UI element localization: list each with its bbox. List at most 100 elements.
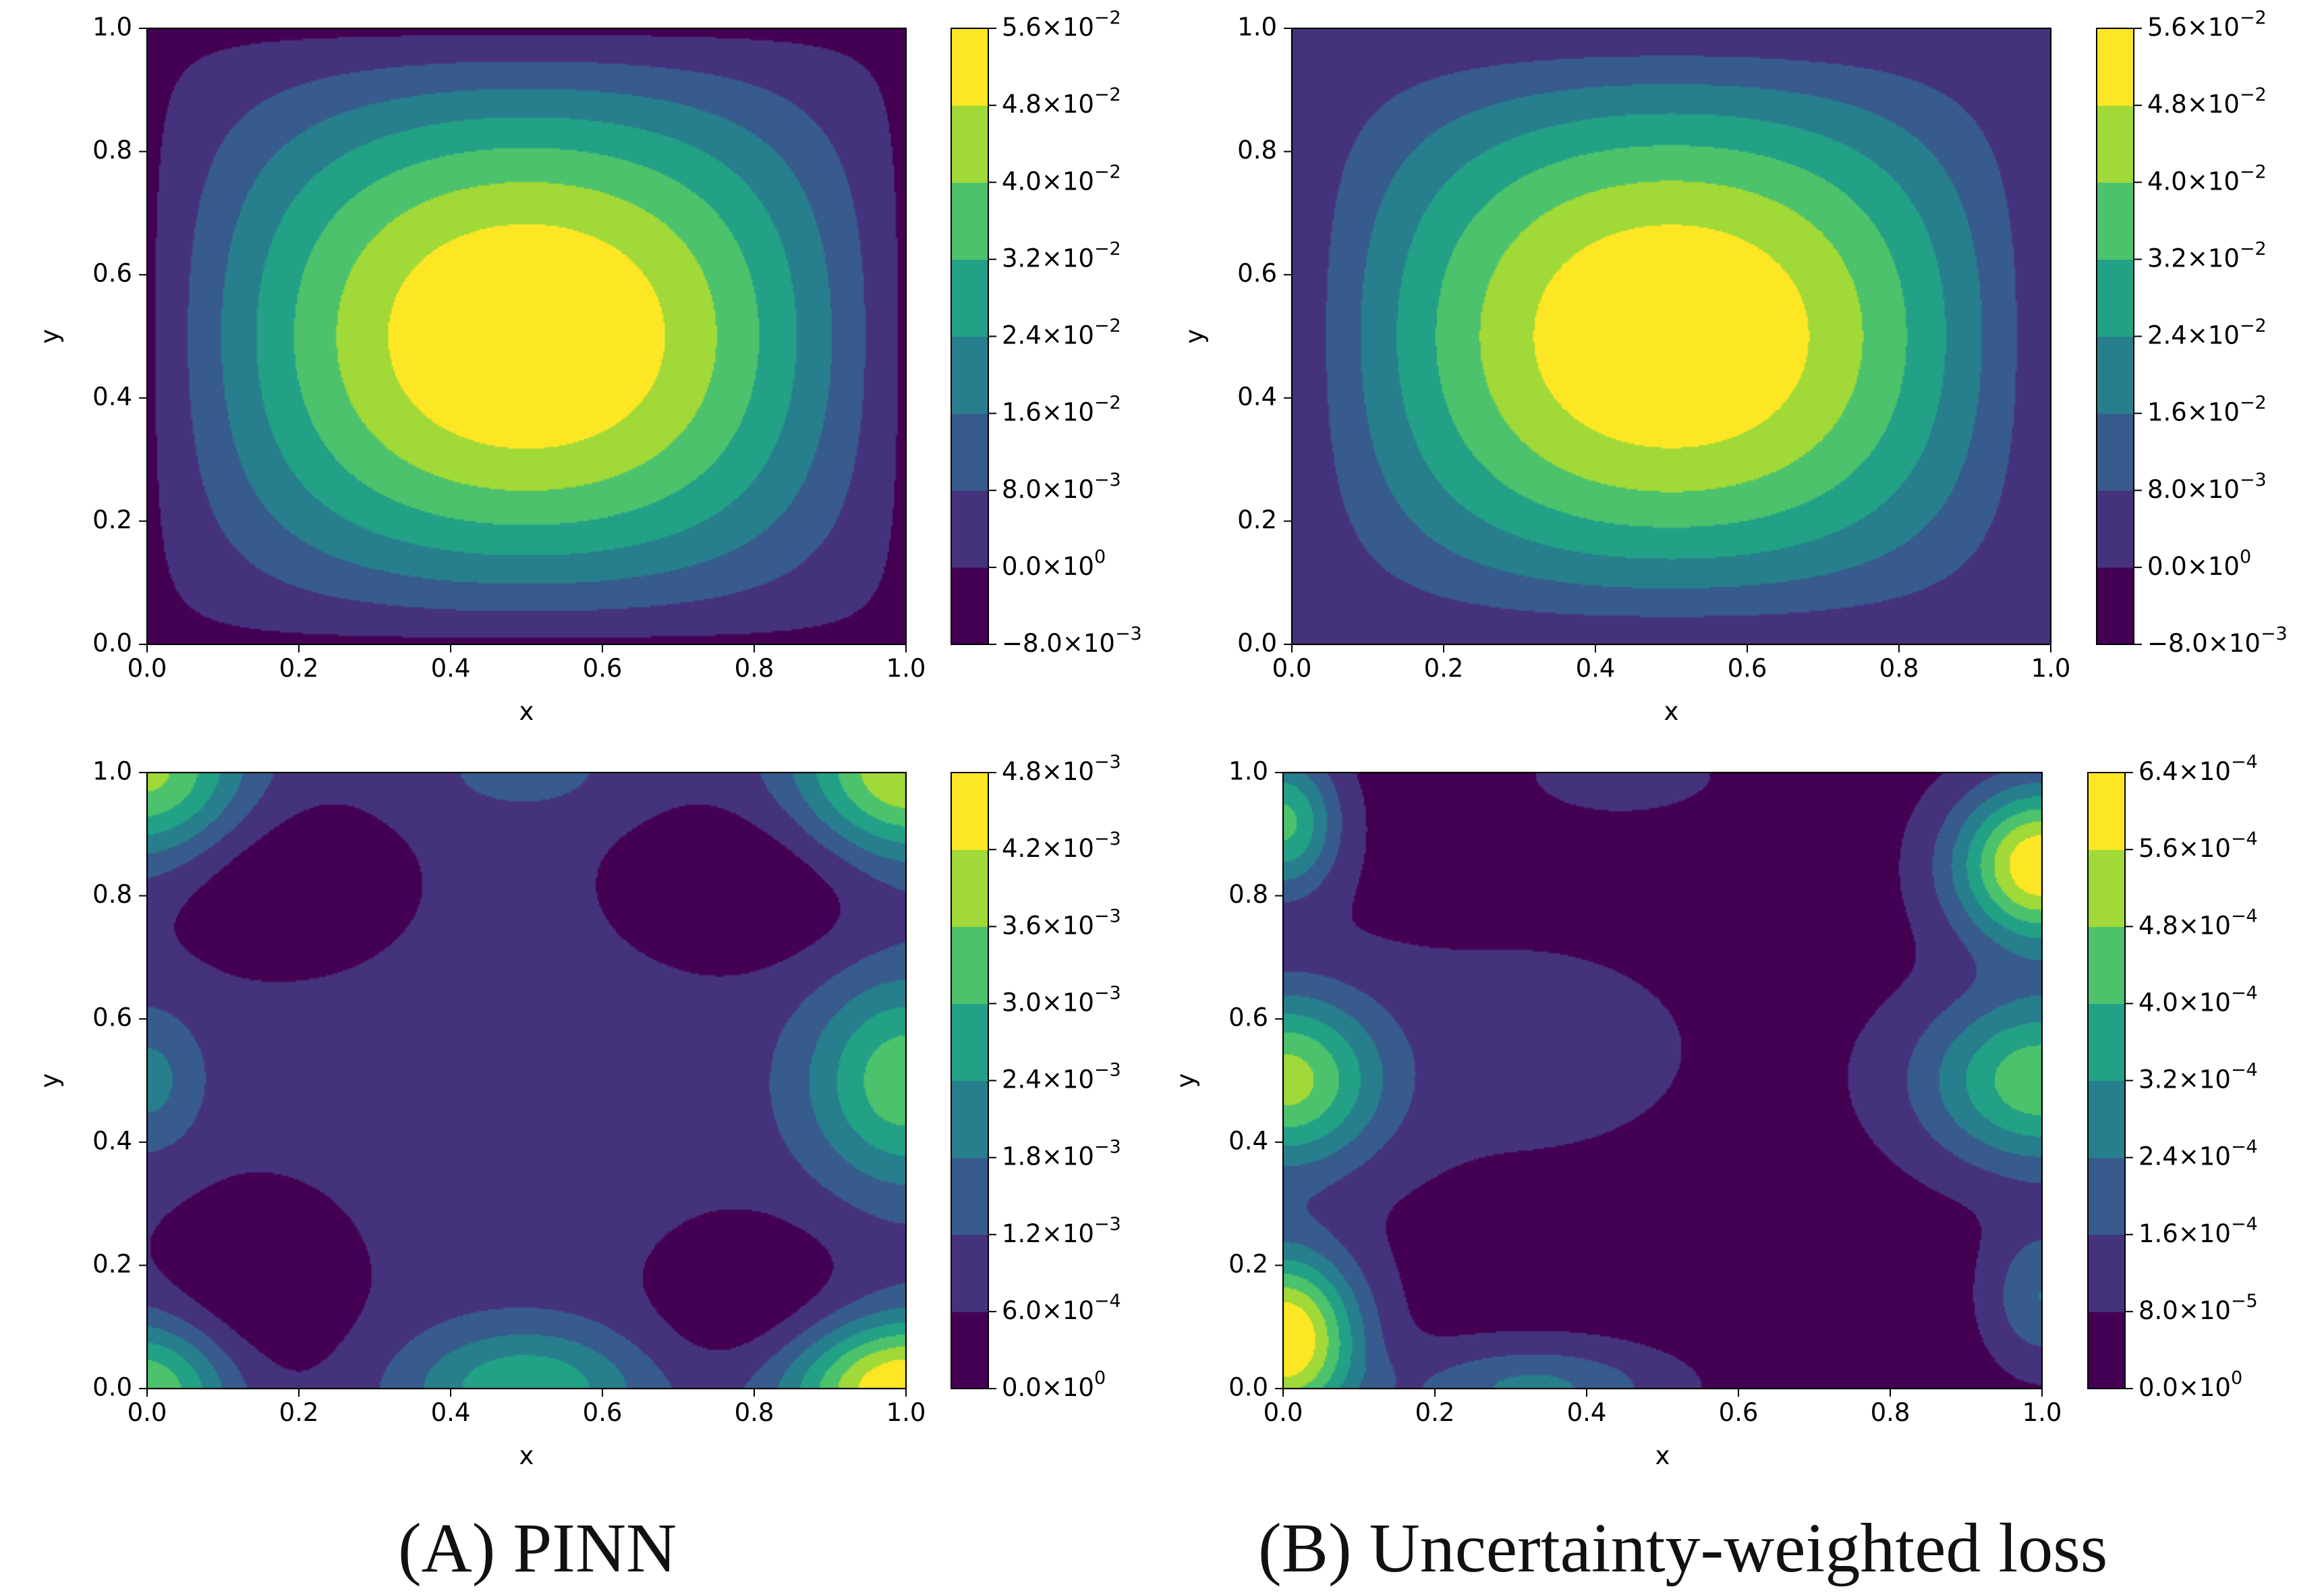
y-axis-label: y	[1180, 329, 1209, 344]
y-tick-label: 0.0	[92, 1373, 132, 1402]
y-tick-label: 0.8	[92, 136, 132, 165]
colorbar-tick-label: 1.6×10−4	[2138, 1213, 2258, 1248]
y-axis-label: y	[35, 329, 64, 344]
x-tick-label: 0.4	[431, 654, 471, 683]
x-axis-label: x	[519, 697, 534, 726]
panel-A-error: 0.0 0.2 0.4 0.6 0.8 1.0 0.0 0.2 0.4 0.6 0.8 1.0 x y 0.…	[35, 752, 1121, 1471]
colorbar-tick-label: 2.4×10−3	[1002, 1059, 1121, 1094]
colorbar-band	[951, 1234, 988, 1312]
colorbar-tick-label: 1.6×10−2	[2147, 392, 2267, 426]
colorbar-tick-label: 1.2×10−3	[1002, 1213, 1121, 1248]
colorbar-band	[2097, 105, 2134, 183]
y-tick-label: 0.4	[92, 382, 132, 411]
y-tick-label: 0.6	[92, 259, 132, 288]
colorbar-tick-label: 0.0×100	[1002, 1368, 1106, 1402]
x-tick-label: 0.2	[279, 1398, 319, 1427]
colorbar-tick-label: 5.6×10−2	[2147, 7, 2267, 42]
plot-frame	[1291, 27, 2052, 646]
colorbar-tick-label: 4.0×10−2	[2147, 161, 2267, 196]
y-tick-label: 1.0	[92, 13, 132, 42]
colorbar-band	[2088, 1157, 2125, 1235]
x-tick-label: 0.8	[735, 654, 774, 683]
contour-field	[147, 773, 906, 1389]
colorbar-band	[2088, 1003, 2125, 1082]
colorbar-band	[2097, 182, 2134, 260]
y-tick-label: 0.0	[1237, 629, 1277, 658]
x-axis-label: x	[1664, 697, 1679, 726]
colorbar-band	[951, 1157, 988, 1235]
y-tick-label: 0.6	[1228, 1003, 1268, 1032]
colorbar-band	[2097, 413, 2134, 491]
colorbar-tick-label: 3.2×10−2	[1002, 238, 1121, 273]
colorbar-band	[951, 849, 988, 927]
colorbar-tick-label: 5.6×10−2	[1002, 7, 1121, 42]
colorbar-tick-label: 0.0×100	[2147, 546, 2251, 580]
colorbar-band	[2088, 1080, 2125, 1158]
plot-frame	[146, 771, 907, 1390]
y-tick-label: 0.2	[92, 1250, 132, 1279]
colorbar-tick-label: 8.0×10−3	[2147, 469, 2267, 503]
x-tick-label: 0.8	[735, 1398, 774, 1427]
contour-field	[1283, 773, 2042, 1389]
colorbar-tick-label: 5.6×10−4	[2138, 829, 2258, 863]
colorbar-tick-label: 3.0×10−3	[1002, 982, 1121, 1017]
colorbar-tick-label: 2.4×10−2	[2147, 315, 2267, 350]
colorbar-band	[951, 773, 988, 850]
colorbar-tick-label: −8.0×10−3	[2147, 623, 2288, 658]
colorbar-band	[951, 336, 988, 414]
colorbar-band	[2088, 849, 2125, 927]
y-tick-label: 0.6	[92, 1003, 132, 1032]
y-tick-label: 0.4	[1237, 382, 1277, 411]
y-tick-label: 1.0	[1237, 13, 1277, 42]
y-tick-label: 0.2	[92, 505, 132, 534]
colorbar-band	[951, 413, 988, 491]
colorbar-band	[2097, 490, 2134, 568]
colorbar: 0.0×100 8.0×10−5 1.6×10−4 2.4×10−4 3.2×10−4 4…	[2087, 752, 2258, 1402]
colorbar-tick-label: 4.8×10−2	[1002, 84, 1121, 119]
colorbar-tick-label: 3.6×10−3	[1002, 905, 1121, 940]
x-tick-label: 0.4	[1567, 1398, 1607, 1427]
colorbar-band	[951, 1080, 988, 1158]
colorbar-band	[951, 28, 988, 106]
x-tick-label: 1.0	[2031, 654, 2071, 683]
y-tick-label: 0.0	[1228, 1373, 1268, 1402]
x-tick-label: 0.8	[1879, 654, 1919, 683]
colorbar-band	[2088, 926, 2125, 1004]
colorbar-band	[2097, 336, 2134, 414]
panel-A-solution: 0.0 0.2 0.4 0.6 0.8 1.0 0.0 0.2 0.4 0.6 0.8 1.0 x y −8…	[35, 7, 1142, 727]
x-tick-label: 0.6	[1719, 1398, 1759, 1427]
x-tick-label: 1.0	[2022, 1398, 2062, 1427]
colorbar-tick-label: 4.2×10−3	[1002, 829, 1121, 863]
colorbar-tick-label: 4.8×10−4	[2138, 905, 2258, 940]
y-axis-label: y	[1171, 1073, 1200, 1088]
x-tick-label: 0.8	[1871, 1398, 1910, 1427]
colorbar-tick-label: 8.0×10−3	[1002, 469, 1121, 503]
colorbar-tick-label: 3.2×10−2	[2147, 238, 2267, 273]
y-tick-label: 0.2	[1228, 1250, 1268, 1279]
colorbar-band	[951, 490, 988, 568]
y-tick-label: 0.8	[1237, 136, 1277, 165]
x-tick-label: 0.2	[1415, 1398, 1455, 1427]
x-tick-label: 0.6	[583, 1398, 623, 1427]
colorbar-tick-label: 1.8×10−3	[1002, 1136, 1121, 1171]
colorbar: −8.0×10−3 0.0×100 8.0×10−3 1.6×10−2 2.4×10−2…	[951, 7, 1142, 658]
caption-b: (B) Uncertainty-weighted loss	[1258, 1509, 2108, 1587]
y-tick-label: 0.8	[92, 880, 132, 909]
colorbar-band	[951, 182, 988, 260]
colorbar: 0.0×100 6.0×10−4 1.2×10−3 1.8×10−3 2.4×10−3 3…	[951, 752, 1121, 1402]
colorbar-tick-label: 4.8×10−2	[2147, 84, 2267, 119]
colorbar-tick-label: 6.4×10−4	[2138, 752, 2258, 786]
x-tick-label: 0.2	[279, 654, 319, 683]
colorbar-tick-label: 3.2×10−4	[2138, 1059, 2258, 1094]
colorbar-band	[951, 926, 988, 1004]
x-tick-label: 0.0	[127, 1398, 167, 1427]
panel-B-solution: 0.0 0.2 0.4 0.6 0.8 1.0 0.0 0.2 0.4 0.6 0.8 1.0 x y −8…	[1180, 7, 2288, 727]
colorbar-band	[951, 1003, 988, 1082]
colorbar: −8.0×10−3 0.0×100 8.0×10−3 1.6×10−2 2.4×10−2…	[2096, 7, 2288, 658]
y-tick-label: 0.4	[1228, 1126, 1268, 1155]
x-axis-label: x	[519, 1441, 534, 1470]
colorbar-band	[951, 567, 988, 645]
colorbar-band	[2097, 28, 2134, 106]
colorbar-band	[2097, 567, 2134, 645]
